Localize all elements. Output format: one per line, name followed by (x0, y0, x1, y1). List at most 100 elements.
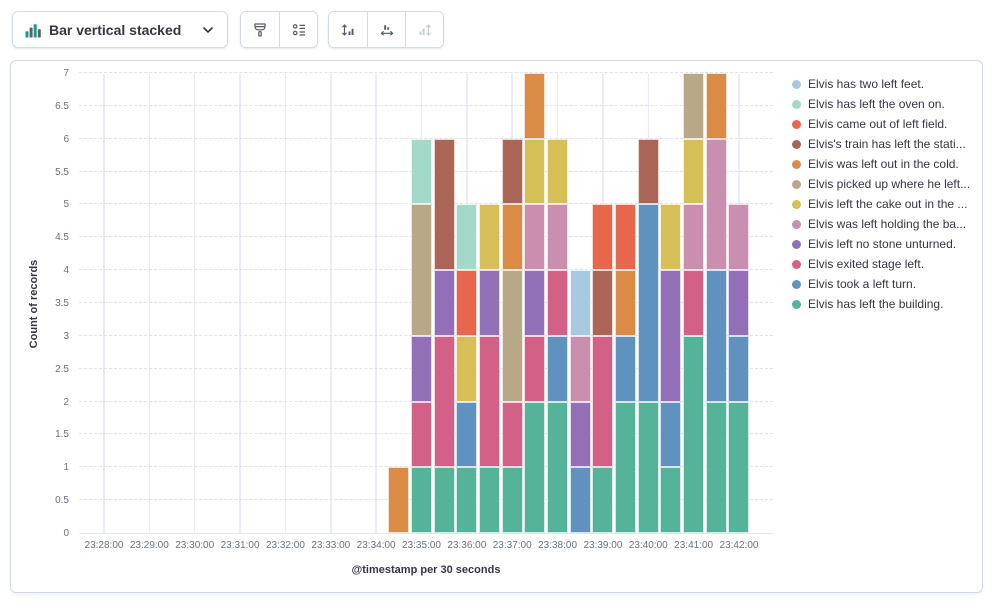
bar-segment[interactable] (547, 270, 569, 336)
bar-segment[interactable] (728, 335, 750, 402)
bar-segment[interactable] (501, 138, 523, 205)
legend-color-dot (792, 299, 801, 309)
legend-item[interactable]: Elvis has left the oven on. (792, 94, 980, 114)
bottom-axis-button[interactable] (367, 12, 405, 47)
bar-segment[interactable] (524, 73, 546, 139)
bar-segment[interactable] (615, 204, 637, 271)
bar-segment[interactable] (479, 270, 501, 336)
bar-segment[interactable] (410, 401, 432, 468)
bar-segment[interactable] (569, 335, 591, 402)
bar-segment[interactable] (660, 270, 682, 402)
bar-segment[interactable] (433, 335, 455, 468)
chart-panel: Count of records 0 0.5 1 1.5 2 2.5 3 3.5 4 4.5 5 5.… (10, 60, 983, 593)
bar-segment[interactable] (637, 401, 659, 533)
legend-item[interactable]: Elvis's train has left the stati... (792, 134, 980, 154)
legend-item[interactable]: Elvis left the cake out in the ... (792, 194, 980, 214)
bar-segment[interactable] (660, 204, 682, 271)
bar-segment[interactable] (705, 401, 727, 533)
bar-segment[interactable] (410, 467, 432, 533)
bar-segment[interactable] (615, 335, 637, 402)
legend-item[interactable]: Elvis picked up where he left... (792, 174, 980, 194)
bar-segment[interactable] (456, 467, 478, 533)
bar-segment[interactable] (547, 204, 569, 271)
bar-segment[interactable] (705, 270, 727, 402)
x-tick-label: 23:42:00 (719, 540, 759, 551)
legend-item[interactable]: Elvis came out of left field. (792, 114, 980, 134)
bar-segment[interactable] (456, 335, 478, 402)
chart-toolbar: Bar vertical stacked (0, 0, 995, 60)
bar-segment[interactable] (433, 138, 455, 271)
plot-area[interactable] (79, 72, 773, 534)
bar-segment[interactable] (569, 270, 591, 336)
chart-type-dropdown[interactable]: Bar vertical stacked (12, 11, 228, 48)
bar-segment[interactable] (637, 138, 659, 205)
bar-segment[interactable] (683, 73, 705, 139)
bar-segment[interactable] (524, 138, 546, 205)
bar-segment[interactable] (410, 335, 432, 402)
legend-item[interactable]: Elvis has left the building. (792, 294, 980, 314)
bar-segment[interactable] (592, 467, 614, 533)
y-tick-label: 0 (63, 528, 69, 539)
bar-segment[interactable] (479, 467, 501, 533)
bar-segment[interactable] (479, 204, 501, 271)
bar-segment[interactable] (433, 270, 455, 336)
bar-segment[interactable] (501, 401, 523, 468)
bar-segment[interactable] (547, 335, 569, 402)
bar-segment[interactable] (410, 138, 432, 205)
y-tick-label: 2.5 (55, 363, 69, 375)
bar-segment[interactable] (592, 204, 614, 271)
bar-segment[interactable] (637, 204, 659, 402)
bar-segment[interactable] (660, 467, 682, 533)
bar-segment[interactable] (615, 401, 637, 533)
bar-segment[interactable] (456, 204, 478, 271)
bar-segment[interactable] (683, 270, 705, 336)
legend-label: Elvis took a left turn. (808, 277, 917, 291)
bar-segment[interactable] (705, 138, 727, 271)
legend-item[interactable]: Elvis was left holding the ba... (792, 214, 980, 234)
legend-item[interactable]: Elvis took a left turn. (792, 274, 980, 294)
x-tick-label: 23:29:00 (129, 540, 169, 551)
bar-segment[interactable] (728, 204, 750, 271)
legend-item[interactable]: Elvis has two left feet. (792, 74, 980, 94)
legend-settings-button[interactable] (279, 12, 317, 47)
bar-segment[interactable] (569, 401, 591, 468)
bar-segment[interactable] (456, 401, 478, 468)
bar-segment[interactable] (547, 138, 569, 205)
left-axis-button[interactable] (329, 12, 367, 47)
bar-segment[interactable] (433, 467, 455, 533)
bar-segment[interactable] (547, 401, 569, 533)
bar-segment[interactable] (615, 270, 637, 336)
legend-item[interactable]: Elvis left no stone unturned. (792, 234, 980, 254)
bar-segment[interactable] (501, 270, 523, 402)
bar-segment[interactable] (479, 335, 501, 468)
v-gridline (375, 74, 377, 533)
bar-segment[interactable] (524, 204, 546, 271)
bar-segment[interactable] (705, 73, 727, 139)
bar-segment[interactable] (524, 270, 546, 336)
v-gridline (193, 74, 196, 533)
y-tick-label: 1 (63, 462, 69, 474)
x-tick-label: 23:35:00 (402, 540, 441, 551)
y-tick-label: 2 (63, 396, 69, 408)
bar-segment[interactable] (501, 204, 523, 271)
bar-segment[interactable] (683, 138, 705, 205)
legend-item[interactable]: Elvis was left out in the cold. (792, 154, 980, 174)
bar-segment[interactable] (660, 401, 682, 468)
bar-segment[interactable] (592, 270, 614, 336)
bar-segment[interactable] (388, 467, 410, 533)
bar-segment[interactable] (524, 335, 546, 402)
bar-segment[interactable] (501, 467, 523, 533)
legend-item[interactable]: Elvis exited stage left. (792, 254, 980, 274)
bar-segment[interactable] (569, 467, 591, 533)
bar-segment[interactable] (592, 335, 614, 468)
bar-segment[interactable] (410, 204, 432, 336)
bar-segment[interactable] (683, 335, 705, 533)
bar-segment[interactable] (728, 401, 750, 533)
bar-segment[interactable] (728, 270, 750, 336)
bar-segment[interactable] (456, 270, 478, 336)
bottom-axis-icon (379, 22, 395, 38)
bar-segment[interactable] (683, 204, 705, 271)
visual-options-button[interactable] (241, 12, 279, 47)
bar-segment[interactable] (524, 401, 546, 533)
legend-color-dot (792, 279, 801, 289)
